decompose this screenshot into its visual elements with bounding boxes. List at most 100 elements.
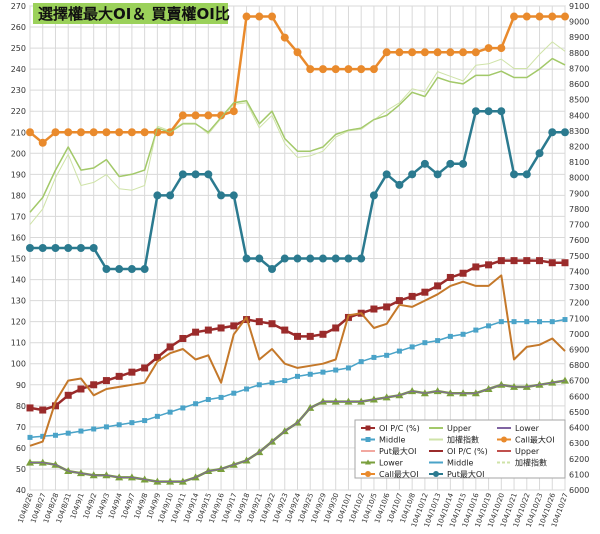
- data-point: [242, 12, 251, 21]
- data-point: [344, 65, 353, 74]
- data-point: [51, 128, 60, 137]
- right-axis-tick-label: 7200: [569, 299, 589, 308]
- data-point: [510, 170, 519, 179]
- data-point: [408, 387, 417, 395]
- legend-item: Upper: [497, 447, 540, 456]
- left-axis-tick-label: 150: [11, 255, 26, 264]
- data-point: [229, 107, 238, 116]
- data-point: [522, 382, 531, 390]
- left-axis-tick-label: 230: [11, 86, 26, 95]
- data-point: [395, 48, 404, 57]
- data-point: [420, 159, 429, 168]
- legend-item: Put最大OI: [361, 446, 417, 456]
- series-group: [29, 58, 566, 213]
- series-group: [30, 380, 566, 483]
- data-point: [166, 191, 175, 200]
- data-point: [331, 65, 340, 74]
- left-axis: 40 50 60 70 80 90 100 110 120 130 140 150 160 170 180 1…: [11, 2, 26, 495]
- right-axis-tick-label: 6600: [569, 392, 589, 401]
- right-axis-tick-label: 7000: [569, 330, 589, 339]
- data-point: [471, 107, 480, 116]
- chart-title-group: 選擇權最大OI＆ 買賣權OI比: [33, 3, 230, 24]
- left-axis-tick-label: 90: [16, 381, 26, 390]
- data-point: [76, 128, 85, 137]
- data-point: [26, 128, 34, 137]
- data-point: [497, 44, 506, 53]
- data-point: [408, 170, 417, 179]
- right-axis-tick-label: 9000: [569, 18, 589, 27]
- data-point: [293, 48, 302, 57]
- data-point: [38, 244, 47, 252]
- data-point: [255, 12, 264, 21]
- data-point: [548, 378, 557, 386]
- legend-item: 加權指數: [497, 458, 547, 468]
- data-point: [153, 191, 162, 200]
- legend-item: OI P/C (%): [361, 424, 420, 433]
- legend-label: 加權指數: [515, 458, 547, 468]
- data-point: [459, 48, 468, 57]
- data-point: [535, 12, 544, 21]
- data-point: [38, 138, 47, 147]
- data-point: [382, 48, 391, 57]
- right-axis-tick-label: 7100: [569, 314, 589, 323]
- right-axis-tick-label: 9100: [569, 2, 589, 11]
- right-axis-tick-label: 6300: [569, 439, 589, 448]
- left-axis-tick-label: 220: [11, 107, 26, 116]
- left-axis-tick-label: 160: [11, 233, 26, 242]
- legend-label: Middle: [379, 436, 406, 445]
- data-point: [191, 111, 200, 120]
- legend-marker: [433, 471, 439, 477]
- legend-label: Put最大OI: [447, 469, 485, 479]
- data-point: [127, 128, 136, 137]
- left-axis-tick-label: 170: [11, 212, 26, 221]
- series-group: [29, 274, 566, 447]
- right-axis-tick-label: 6800: [569, 361, 589, 370]
- right-axis-tick-label: 8400: [569, 111, 589, 120]
- data-point: [357, 254, 366, 263]
- left-axis-tick-label: 80: [16, 402, 26, 411]
- series-line: [29, 58, 566, 213]
- legend-label: Upper: [447, 424, 472, 433]
- data-point: [522, 170, 531, 179]
- data-point: [331, 254, 340, 263]
- right-axis-tick-label: 6700: [569, 377, 589, 386]
- grid-layer: [29, 5, 566, 491]
- data-point: [76, 469, 85, 477]
- data-point: [178, 111, 187, 120]
- right-axis-tick-label: 8600: [569, 80, 589, 89]
- data-point: [497, 380, 506, 388]
- data-point: [369, 191, 378, 200]
- series-group: [26, 12, 569, 147]
- legend-marker: [365, 471, 371, 477]
- data-point: [89, 471, 98, 479]
- right-axis-tick-label: 7500: [569, 252, 589, 261]
- right-axis-tick-label: 8300: [569, 127, 589, 136]
- right-axis-tick-label: 7600: [569, 236, 589, 245]
- right-axis-tick-label: 6900: [569, 345, 589, 354]
- data-point: [497, 107, 506, 116]
- legend-label: Lower: [379, 459, 404, 468]
- data-point: [446, 48, 455, 57]
- data-point: [408, 48, 417, 57]
- data-point: [561, 128, 569, 137]
- legend-item: 加權指數: [429, 435, 479, 445]
- left-axis-tick-label: 260: [11, 23, 26, 32]
- series-line: [29, 41, 566, 225]
- legend-label: Call最大OI: [379, 469, 419, 479]
- right-axis-tick-label: 7300: [569, 283, 589, 292]
- left-axis-tick-label: 60: [16, 444, 26, 453]
- data-point: [102, 265, 111, 274]
- chart-title-background: [33, 3, 228, 24]
- series-line: [29, 319, 566, 438]
- data-point: [204, 111, 213, 120]
- data-point: [115, 265, 124, 274]
- data-point: [433, 387, 442, 395]
- data-point: [127, 473, 136, 481]
- right-axis-tick-label: 8200: [569, 143, 589, 152]
- data-point: [446, 159, 455, 168]
- data-point: [127, 265, 136, 274]
- data-point: [395, 180, 404, 189]
- data-point: [229, 191, 238, 200]
- legend-marker: [365, 437, 371, 442]
